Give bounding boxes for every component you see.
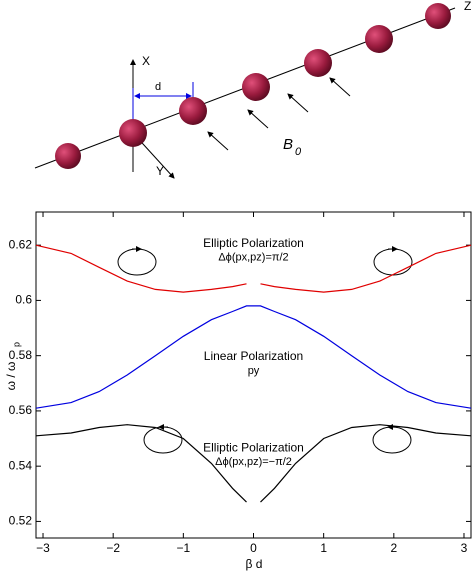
- y-tick-label: 0.62: [9, 237, 33, 251]
- z-axis-label: Z: [464, 0, 471, 13]
- rotation-icon: [372, 426, 412, 454]
- sphere: [242, 73, 270, 101]
- lattice-diagram: X Y Z d B 0: [34, 0, 471, 179]
- spheres: [55, 3, 451, 169]
- series-line: [35, 305, 472, 409]
- y-axis-title: ω / ω: [4, 362, 18, 391]
- field-label: B: [283, 136, 293, 153]
- x-tick-label: −3: [36, 541, 50, 555]
- sphere: [179, 97, 207, 125]
- sphere: [304, 49, 332, 77]
- x-tick-label: 0: [250, 541, 257, 555]
- y-tick-label: 0.58: [9, 348, 33, 362]
- field-arrow: [329, 77, 351, 97]
- sphere: [55, 143, 81, 169]
- x-tick-label: 1: [320, 541, 327, 555]
- y-tick-label: 0.6: [15, 293, 32, 307]
- spacing-label: d: [155, 81, 161, 93]
- annotation: Elliptic Polarization: [203, 440, 304, 454]
- x-tick-label: −1: [176, 541, 190, 555]
- x-tick-label: 2: [390, 541, 397, 555]
- x-axis-title: β d: [246, 557, 263, 571]
- polarization-icons: [117, 246, 413, 454]
- sphere: [365, 25, 393, 53]
- annotation: Elliptic Polarization: [203, 236, 304, 250]
- x-axis-label: X: [142, 54, 150, 68]
- annotation: Δϕ(px,pz)=π/2: [218, 251, 288, 263]
- y-tick-label: 0.56: [9, 403, 33, 417]
- series-line: [35, 244, 472, 293]
- sphere: [425, 3, 451, 29]
- field-subscript: 0: [295, 146, 302, 158]
- y-tick-label: 0.52: [9, 514, 33, 528]
- x-tick-label: 3: [461, 541, 468, 555]
- sphere: [119, 119, 147, 147]
- field-arrow: [247, 109, 269, 129]
- y-axis-label: Y: [156, 164, 164, 178]
- field-arrow: [207, 131, 229, 151]
- y-tick-label: 0.54: [9, 458, 33, 472]
- x-tick-label: −2: [106, 541, 120, 555]
- field-arrow: [287, 93, 309, 113]
- annotation: Linear Polarization: [204, 349, 303, 363]
- series-line: [35, 424, 472, 503]
- annotation: Δϕ(px,pz)=−π/2: [215, 456, 292, 468]
- annotation: py: [248, 365, 260, 377]
- field-arrows: [207, 77, 351, 151]
- rotation-icon: [373, 248, 413, 276]
- y-axis-title-subscript: p: [11, 342, 21, 347]
- rotation-icon: [117, 248, 157, 276]
